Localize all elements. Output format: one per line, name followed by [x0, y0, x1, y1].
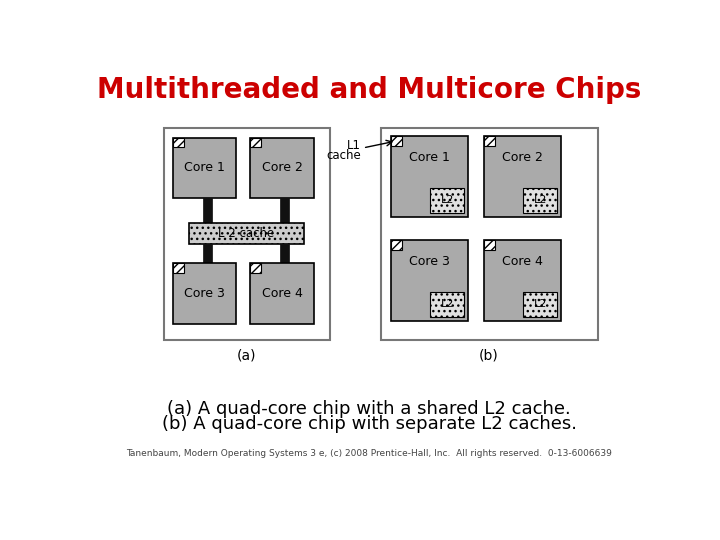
Text: L 2 cache: L 2 cache: [218, 227, 274, 240]
Text: Core 3: Core 3: [409, 255, 450, 268]
Bar: [251, 264, 314, 323]
Bar: [431, 292, 464, 316]
Text: L1: L1: [347, 139, 361, 152]
Bar: [391, 137, 468, 217]
Text: Core 4: Core 4: [502, 255, 543, 268]
Text: Core 2: Core 2: [502, 151, 543, 165]
Text: (a): (a): [237, 348, 257, 362]
Bar: [523, 292, 557, 316]
Bar: [484, 137, 495, 146]
Bar: [484, 240, 495, 249]
Bar: [173, 138, 236, 198]
Text: Core 2: Core 2: [262, 161, 302, 174]
Text: Multithreaded and Multicore Chips: Multithreaded and Multicore Chips: [96, 76, 642, 104]
Bar: [189, 222, 304, 244]
Bar: [173, 138, 184, 147]
Text: L2: L2: [534, 299, 547, 309]
Bar: [251, 264, 261, 273]
Bar: [484, 137, 561, 217]
Bar: [391, 240, 468, 321]
Text: Tanenbaum, Modern Operating Systems 3 e, (c) 2008 Prentice-Hall, Inc.  All right: Tanenbaum, Modern Operating Systems 3 e,…: [126, 449, 612, 458]
Text: (b): (b): [480, 348, 499, 362]
Text: Core 4: Core 4: [262, 287, 302, 300]
Text: (b) A quad-core chip with separate L2 caches.: (b) A quad-core chip with separate L2 ca…: [161, 415, 577, 434]
Bar: [431, 188, 464, 213]
Text: L2: L2: [441, 195, 454, 205]
Bar: [251, 138, 261, 147]
Bar: [484, 240, 561, 321]
Text: L2: L2: [441, 299, 454, 309]
Bar: [173, 264, 184, 273]
Bar: [391, 137, 402, 146]
Text: Core 1: Core 1: [409, 151, 450, 165]
Text: Core 1: Core 1: [184, 161, 225, 174]
Bar: [391, 240, 402, 249]
Bar: [173, 264, 236, 323]
Text: Core 3: Core 3: [184, 287, 225, 300]
Text: L2: L2: [534, 195, 547, 205]
Bar: [163, 128, 330, 340]
Text: (a) A quad-core chip with a shared L2 cache.: (a) A quad-core chip with a shared L2 ca…: [167, 400, 571, 418]
Bar: [523, 188, 557, 213]
Text: cache: cache: [326, 149, 361, 162]
Bar: [381, 128, 598, 340]
Bar: [251, 138, 314, 198]
